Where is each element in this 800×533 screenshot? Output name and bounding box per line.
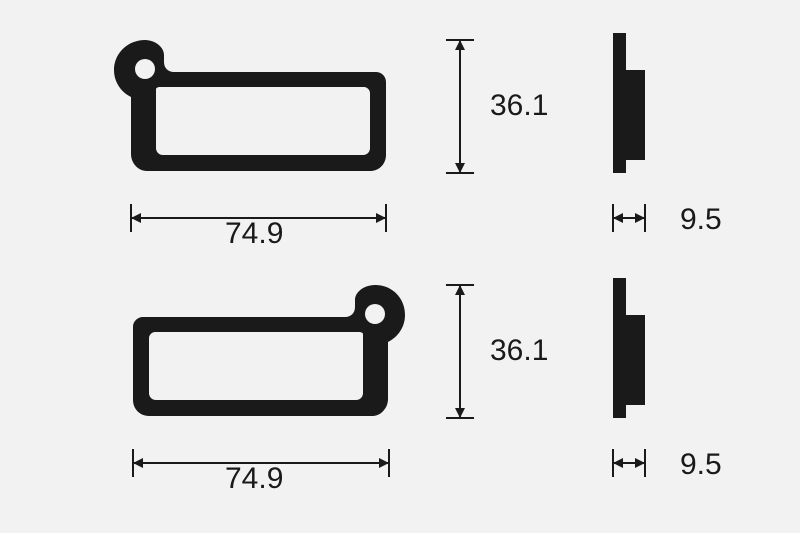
dim-bot-thick-label: 9.5 bbox=[680, 448, 722, 481]
dim-bot-width-label: 74.9 bbox=[225, 462, 283, 495]
pad-top-side-front bbox=[626, 70, 645, 160]
dim-bot-height-label: 36.1 bbox=[490, 334, 548, 367]
dim-top-height-label: 36.1 bbox=[490, 89, 548, 122]
diagram-svg: 36.1 74.9 9.5 36.1 74.9 9.5 bbox=[0, 0, 800, 533]
pad-bottom-face bbox=[133, 285, 405, 416]
pad-top-face bbox=[114, 40, 386, 171]
pad-bottom-inner bbox=[149, 332, 363, 400]
dim-top-thick-label: 9.5 bbox=[680, 203, 722, 236]
pad-bottom-side-front bbox=[626, 315, 645, 405]
pad-bottom-side bbox=[613, 278, 645, 418]
pad-bottom-side-back bbox=[613, 278, 626, 418]
pad-top-inner bbox=[156, 87, 370, 155]
pad-top-side-back bbox=[613, 33, 626, 173]
pad-top-side bbox=[613, 33, 645, 173]
dim-top-width-label: 74.9 bbox=[225, 217, 283, 250]
pad-bottom-hole bbox=[365, 304, 385, 324]
diagram-canvas: 36.1 74.9 9.5 36.1 74.9 9.5 bbox=[0, 0, 800, 533]
pad-top-hole bbox=[135, 59, 155, 79]
